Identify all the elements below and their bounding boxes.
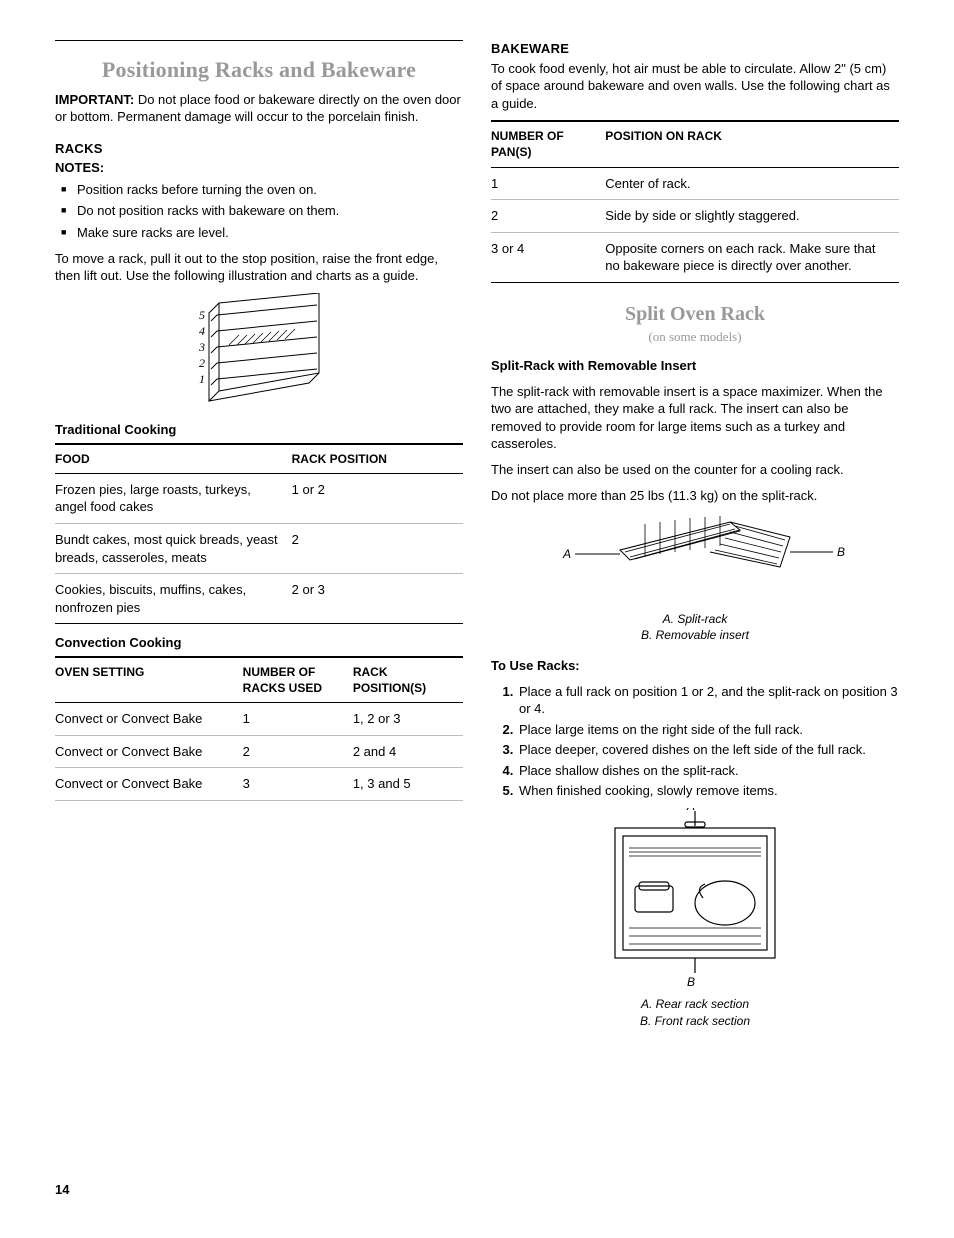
important-paragraph: IMPORTANT: Do not place food or bakeware… — [55, 91, 463, 126]
traditional-title: Traditional Cooking — [55, 421, 463, 439]
bakeware-table: NUMBER OF PAN(S) POSITION ON RACK 1Cente… — [491, 120, 899, 283]
th-position: POSITION ON RACK — [605, 121, 899, 167]
table-row: 2Side by side or slightly staggered. — [491, 200, 899, 233]
split-caption-a: A. Split-rack — [491, 611, 899, 627]
rack-num-3: 3 — [198, 340, 205, 354]
notes-label: NOTES: — [55, 159, 463, 177]
list-item: Place large items on the right side of t… — [517, 721, 899, 739]
notes-list: Position racks before turning the oven o… — [55, 181, 463, 242]
split-p3: Do not place more than 25 lbs (11.3 kg) … — [491, 487, 899, 505]
label-b: B — [837, 545, 845, 559]
page-title: Positioning Racks and Bakeware — [55, 55, 463, 85]
th-positions: RACK POSITION(S) — [353, 657, 463, 703]
th-food: FOOD — [55, 444, 292, 474]
th-rackpos: RACK POSITION — [292, 444, 463, 474]
list-item: Place shallow dishes on the split-rack. — [517, 762, 899, 780]
split-p1: The split-rack with removable insert is … — [491, 383, 899, 453]
table-row: 3 or 4Opposite corners on each rack. Mak… — [491, 232, 899, 282]
use-racks-head: To Use Racks: — [491, 658, 580, 673]
rack-positions-diagram: 5 4 3 2 1 — [55, 293, 463, 408]
use-steps-list: Place a full rack on position 1 or 2, an… — [491, 683, 899, 800]
table-row: Cookies, biscuits, muffins, cakes, nonfr… — [55, 574, 463, 624]
split-caption-b: B. Removable insert — [491, 627, 899, 643]
split-oven-title: Split Oven Rack — [491, 301, 899, 328]
oven-label-a: A — [686, 808, 695, 813]
move-rack-text: To move a rack, pull it out to the stop … — [55, 250, 463, 285]
bakeware-text: To cook food evenly, hot air must be abl… — [491, 60, 899, 113]
split-p2: The insert can also be used on the count… — [491, 461, 899, 479]
rack-num-1: 1 — [199, 372, 205, 386]
list-item: Make sure racks are level. — [55, 224, 463, 242]
page-number: 14 — [55, 1181, 463, 1199]
table-row: 1Center of rack. — [491, 167, 899, 200]
list-item: Do not position racks with bakeware on t… — [55, 202, 463, 220]
traditional-table: FOOD RACK POSITION Frozen pies, large ro… — [55, 443, 463, 624]
oven-label-b: B — [687, 975, 695, 988]
table-row: Frozen pies, large roasts, turkeys, ange… — [55, 473, 463, 523]
th-pans: NUMBER OF PAN(S) — [491, 121, 605, 167]
important-label: IMPORTANT: — [55, 92, 134, 107]
rack-num-2: 2 — [199, 356, 205, 370]
oven-caption-a: A. Rear rack section — [491, 996, 899, 1012]
list-item: When finished cooking, slowly remove ite… — [517, 782, 899, 800]
split-oven-subtitle: (on some models) — [491, 328, 899, 346]
list-item: Place a full rack on position 1 or 2, an… — [517, 683, 899, 718]
table-row: Convect or Convect Bake31, 3 and 5 — [55, 768, 463, 801]
table-row: Convect or Convect Bake11, 2 or 3 — [55, 703, 463, 736]
convection-title: Convection Cooking — [55, 634, 463, 652]
rack-num-5: 5 — [199, 308, 205, 322]
oven-diagram: A B A. Rear rack section B. Front rack s… — [491, 808, 899, 1029]
split-rack-head: Split-Rack with Removable Insert — [491, 358, 696, 373]
rack-num-4: 4 — [199, 324, 205, 338]
bakeware-heading: BAKEWARE — [491, 40, 899, 58]
oven-caption-b: B. Front rack section — [491, 1013, 899, 1029]
convection-table: OVEN SETTING NUMBER OF RACKS USED RACK P… — [55, 656, 463, 801]
list-item: Position racks before turning the oven o… — [55, 181, 463, 199]
label-a: A — [562, 547, 571, 561]
racks-heading: RACKS — [55, 140, 463, 158]
table-row: Convect or Convect Bake22 and 4 — [55, 735, 463, 768]
split-rack-diagram: A B A. Split-rack B. Removable insert — [491, 512, 899, 643]
list-item: Place deeper, covered dishes on the left… — [517, 741, 899, 759]
th-numracks: NUMBER OF RACKS USED — [243, 657, 353, 703]
th-setting: OVEN SETTING — [55, 657, 243, 703]
table-row: Bundt cakes, most quick breads, yeast br… — [55, 523, 463, 573]
